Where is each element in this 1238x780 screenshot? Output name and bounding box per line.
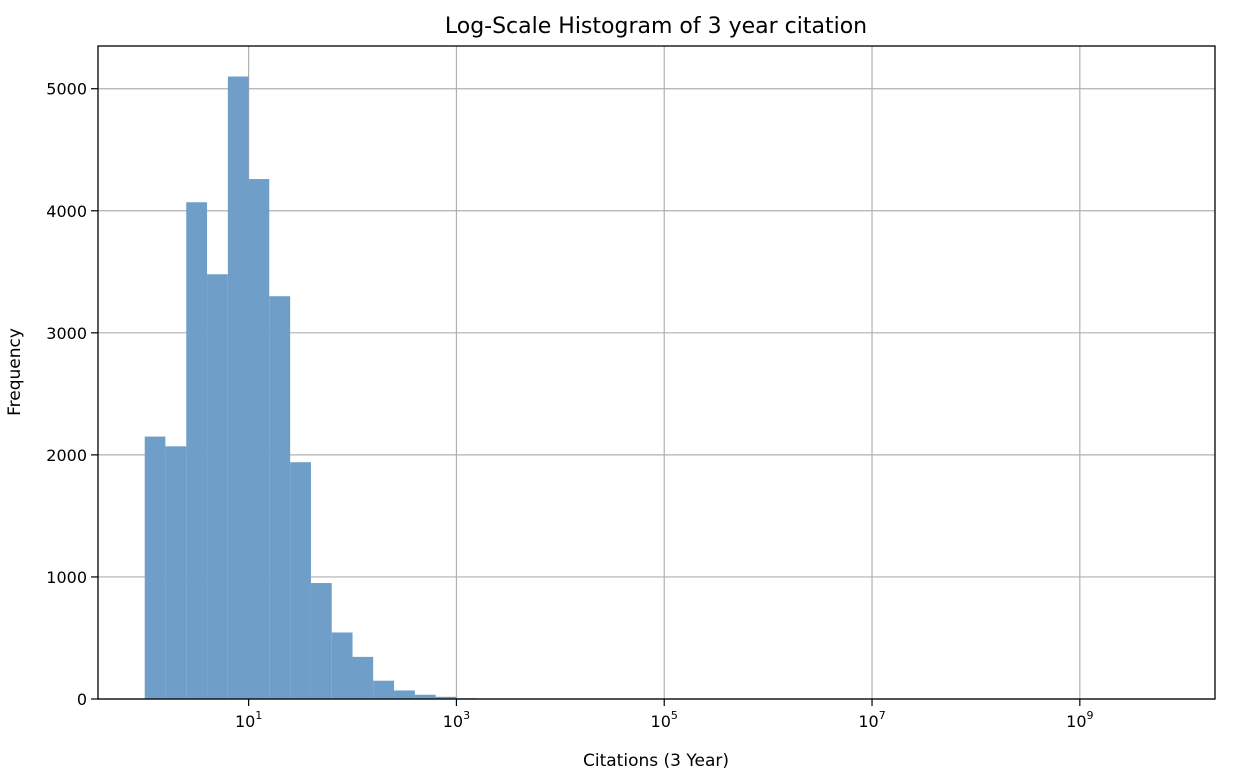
histogram-bar <box>352 656 374 699</box>
histogram-bar <box>310 583 332 699</box>
histogram-bar <box>414 694 436 699</box>
histogram-bar <box>269 296 291 699</box>
x-tick-label: 101 <box>235 709 262 731</box>
y-axis-ticks: 0 1000 2000 3000 4000 5000 <box>46 80 98 709</box>
histogram-bar <box>331 632 353 699</box>
chart-title: Log-Scale Histogram of 3 year citation <box>445 14 867 39</box>
histogram-bar <box>248 179 270 699</box>
histogram-bar <box>290 462 311 699</box>
y-tick-label: 1000 <box>46 568 87 587</box>
x-tick-label: 109 <box>1066 709 1093 731</box>
x-axis-ticks: 101 103 105 107 109 <box>235 699 1094 731</box>
y-tick-label: 2000 <box>46 446 87 465</box>
y-tick-label: 5000 <box>46 80 87 99</box>
x-tick-label: 103 <box>443 709 470 731</box>
x-tick-label: 105 <box>651 709 678 731</box>
y-tick-label: 3000 <box>46 324 87 343</box>
y-tick-label: 4000 <box>46 202 87 221</box>
histogram-bar <box>186 202 208 699</box>
histogram-bar <box>207 274 228 699</box>
y-axis-label: Frequency <box>5 328 25 416</box>
histogram-bar <box>435 696 457 699</box>
histogram-bar <box>165 446 187 699</box>
histogram-bar <box>144 436 166 699</box>
histogram-bars <box>144 76 561 699</box>
y-tick-label: 0 <box>77 690 87 709</box>
histogram-bar <box>227 76 249 699</box>
x-axis-label: Citations (3 Year) <box>583 751 729 771</box>
histogram-bar <box>394 690 415 699</box>
histogram-bar <box>373 680 395 699</box>
plot-frame <box>97 45 1216 700</box>
x-tick-label: 107 <box>858 709 885 731</box>
